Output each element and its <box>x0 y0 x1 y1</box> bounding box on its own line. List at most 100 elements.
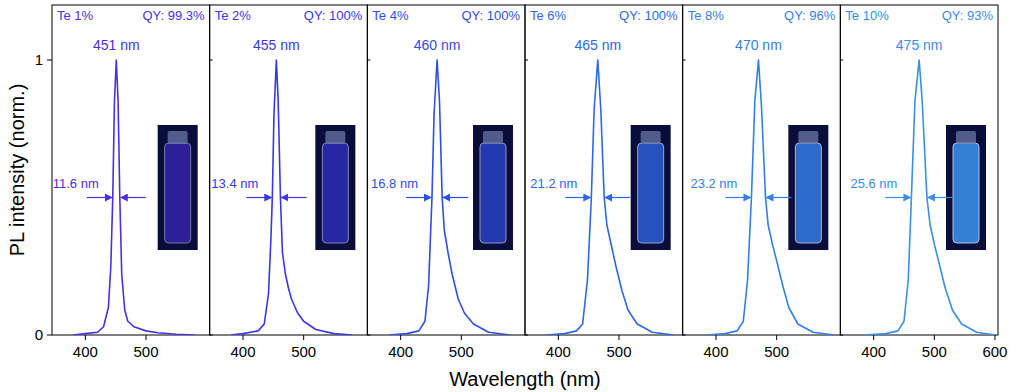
y-tick <box>840 60 843 61</box>
x-tick-label: 500 <box>449 343 474 360</box>
fwhm-arrow <box>565 197 590 198</box>
fwhm-arrow <box>928 197 953 198</box>
pl-spectrum <box>389 60 510 335</box>
panel-title: Te 8% <box>688 8 725 23</box>
x-tick <box>400 335 401 340</box>
inset-vial <box>953 143 979 243</box>
inset-vial <box>638 143 664 243</box>
fwhm-arrow <box>443 197 468 198</box>
y-tick <box>47 60 52 61</box>
y-tick <box>840 335 843 336</box>
x-tick <box>716 335 717 340</box>
inset-photo <box>788 125 828 250</box>
plot-area <box>231 60 352 335</box>
panel-subtitle: QY: 100% <box>461 8 520 23</box>
plot-area <box>546 60 673 335</box>
y-tick <box>210 60 213 61</box>
pl-spectrum <box>231 60 352 335</box>
x-tick <box>85 335 86 340</box>
y-tick <box>525 60 528 61</box>
plot-frame <box>840 5 998 335</box>
pl-spectrum <box>865 60 995 335</box>
x-tick-label: 400 <box>546 343 571 360</box>
panel-subtitle: QY: 100% <box>619 8 678 23</box>
panel-title: Te 10% <box>845 8 889 23</box>
fwhm-arrow <box>121 197 146 198</box>
x-tick <box>461 335 462 340</box>
inset-vial-cap <box>325 131 345 144</box>
x-tick <box>558 335 559 340</box>
y-tick <box>367 335 370 336</box>
inset-photo <box>473 125 513 250</box>
x-tick-label: 500 <box>133 343 158 360</box>
inset-vial <box>795 143 821 243</box>
plot-area <box>389 60 510 335</box>
plot-frame <box>210 5 368 335</box>
x-tick <box>243 335 244 340</box>
x-tick <box>618 335 619 340</box>
panel-title: Te 2% <box>215 8 252 23</box>
y-axis-label: PL intensity (norm.) <box>6 84 28 257</box>
peak-label: 455 nm <box>253 37 300 53</box>
x-tick-label: 400 <box>231 343 256 360</box>
panel-subtitle: QY: 100% <box>304 8 363 23</box>
fwhm-label: 21.2 nm <box>530 176 577 191</box>
x-tick-label: 500 <box>922 343 947 360</box>
panel: 400 500 Te 2% QY: 100% 455 nm 13.4 nm <box>210 5 368 360</box>
panel: 400 500 600 Te 10% QY: 93% 475 nm 25.6 nm <box>840 5 1007 360</box>
inset-vial-cap <box>641 131 661 144</box>
inset-vial-cap <box>168 131 188 144</box>
x-tick-label: 400 <box>388 343 413 360</box>
x-tick <box>994 335 995 340</box>
fwhm-label: 23.2 nm <box>690 176 737 191</box>
fwhm-label: 13.4 nm <box>211 176 258 191</box>
inset-photo <box>158 125 198 250</box>
panel-subtitle: QY: 93% <box>942 8 994 23</box>
inset-vial-cap <box>798 131 818 144</box>
x-tick <box>303 335 304 340</box>
pl-spectrum <box>73 60 194 335</box>
x-tick-label: 400 <box>861 343 886 360</box>
panel-title: Te 4% <box>372 8 409 23</box>
x-tick <box>873 335 874 340</box>
x-axis-label: Wavelength (nm) <box>449 368 601 390</box>
inset-vial <box>165 143 191 243</box>
inset-vial <box>322 143 348 243</box>
panel-title: Te 1% <box>57 8 94 23</box>
panel-title: Te 6% <box>530 8 567 23</box>
fwhm-arrow <box>725 197 750 198</box>
panel-subtitle: QY: 96% <box>784 8 836 23</box>
y-tick <box>210 335 213 336</box>
x-tick-label: 500 <box>606 343 631 360</box>
panel-subtitle: QY: 99.3% <box>143 8 206 23</box>
fwhm-label: 25.6 nm <box>850 176 897 191</box>
panel: 400 500 Te 6% QY: 100% 465 nm 21.2 nm <box>525 5 683 360</box>
pl-spectrum <box>546 60 673 335</box>
x-tick-label: 500 <box>291 343 316 360</box>
plot-frame <box>367 5 525 335</box>
fwhm-label: 16.8 nm <box>371 176 418 191</box>
fwhm-arrow <box>87 197 112 198</box>
peak-label: 475 nm <box>896 37 943 53</box>
y-tick <box>367 60 370 61</box>
figure: 40050001Te 1%QY: 99.3%451 nm11.6 nm40050… <box>0 0 1010 392</box>
plot-frame <box>683 5 841 335</box>
x-tick-label: 600 <box>982 343 1007 360</box>
y-tick <box>525 335 528 336</box>
fwhm-arrow <box>885 197 910 198</box>
x-tick <box>145 335 146 340</box>
inset-vial-cap <box>483 131 503 144</box>
inset-photo <box>946 125 986 250</box>
peak-label: 460 nm <box>414 37 461 53</box>
x-tick-label: 400 <box>704 343 729 360</box>
plot-frame <box>525 5 683 335</box>
peak-label: 465 nm <box>574 37 621 53</box>
inset-vial-cap <box>956 131 976 144</box>
x-tick <box>776 335 777 340</box>
plot-area <box>73 60 194 335</box>
fwhm-arrow <box>246 197 271 198</box>
panel: 400500Te 8%QY: 96%470 nm23.2 nm <box>683 5 841 360</box>
fwhm-arrow <box>406 197 431 198</box>
plot-area <box>707 60 834 335</box>
fwhm-arrow <box>605 197 630 198</box>
